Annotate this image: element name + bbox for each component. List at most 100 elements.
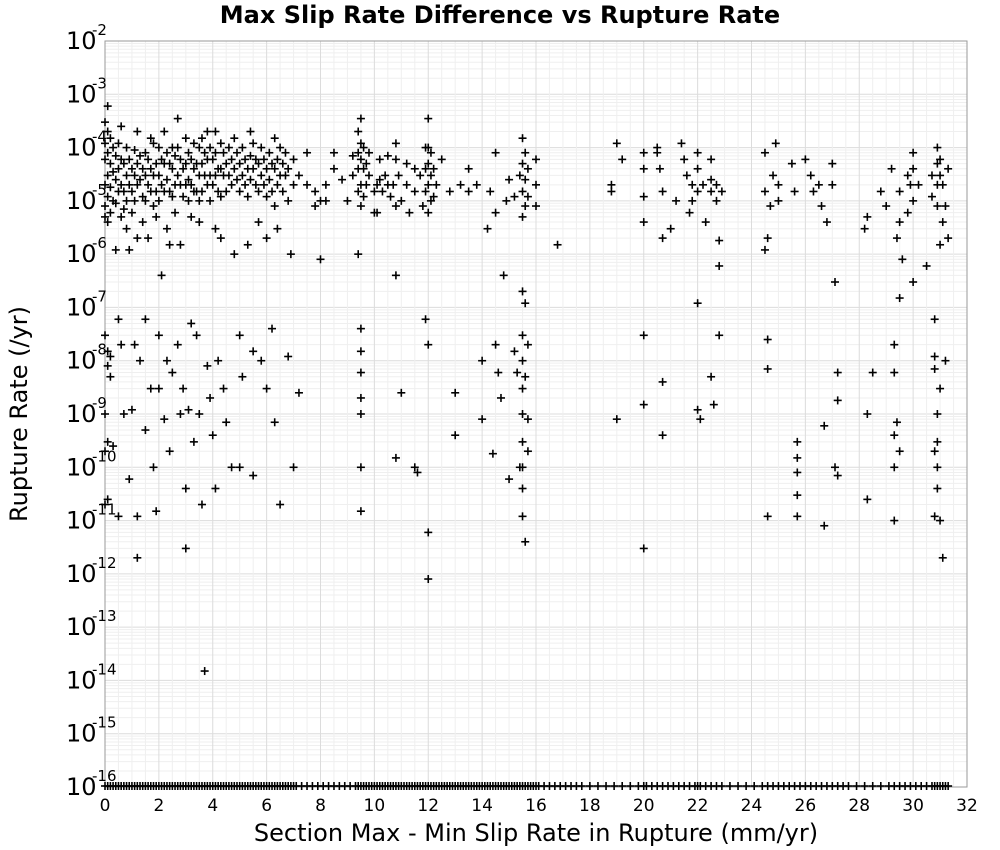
data-point [181, 484, 190, 493]
data-point [359, 143, 368, 152]
data-point [117, 155, 126, 164]
data-point [241, 155, 250, 164]
data-point [553, 240, 562, 249]
data-point [206, 393, 215, 402]
data-point [101, 331, 109, 340]
data-point [424, 528, 433, 537]
data-point [639, 544, 648, 553]
data-point [338, 175, 347, 184]
data-point [405, 208, 414, 217]
data-point [693, 187, 702, 196]
y-tick-label: 10 [66, 293, 97, 321]
data-point [892, 418, 901, 427]
data-point [168, 368, 177, 377]
data-point [424, 114, 433, 123]
data-point [478, 415, 487, 424]
data-point [200, 148, 209, 157]
data-point [820, 521, 829, 530]
data-point [793, 437, 802, 446]
data-point [909, 164, 918, 173]
data-point [356, 347, 365, 356]
data-point [914, 180, 923, 189]
data-point [876, 782, 885, 790]
data-point [658, 431, 667, 440]
data-point [122, 196, 131, 205]
data-point [936, 155, 945, 164]
data-point [793, 512, 802, 521]
data-point [119, 159, 128, 168]
data-point [130, 171, 139, 180]
data-point [717, 187, 726, 196]
data-point [715, 331, 724, 340]
data-point [222, 187, 231, 196]
data-point [793, 453, 802, 462]
data-point [364, 171, 373, 180]
data-point [184, 148, 193, 157]
data-point [424, 159, 433, 168]
data-point [165, 447, 174, 456]
data-point [238, 372, 247, 381]
data-point [254, 187, 263, 196]
data-point [187, 180, 196, 189]
data-point [235, 463, 244, 472]
data-point [106, 372, 115, 381]
x-axis-label: Section Max - Min Slip Rate in Rupture (… [254, 819, 818, 847]
data-point [184, 196, 193, 205]
data-point [868, 368, 877, 377]
y-tick-label: 10 [66, 720, 97, 748]
data-point [831, 278, 840, 287]
x-tick-label: 14 [471, 796, 493, 816]
data-point [793, 491, 802, 500]
data-point [930, 352, 939, 361]
data-point [138, 164, 147, 173]
data-point [610, 782, 619, 790]
data-point [356, 202, 365, 211]
y-tick-exponent: -8 [92, 341, 107, 359]
data-point [763, 335, 772, 344]
data-point [472, 180, 481, 189]
data-point [243, 192, 252, 201]
data-point [246, 127, 255, 136]
data-point [499, 271, 508, 280]
data-point [936, 384, 945, 393]
data-point [502, 196, 511, 205]
data-point [760, 187, 769, 196]
data-point [688, 196, 697, 205]
data-point [206, 196, 215, 205]
data-point [715, 236, 724, 245]
data-point [230, 250, 239, 259]
data-point [152, 507, 161, 516]
data-point [232, 148, 241, 157]
data-point [241, 180, 250, 189]
data-point [257, 171, 266, 180]
data-point [157, 180, 166, 189]
data-point [281, 171, 290, 180]
data-point [157, 271, 166, 280]
data-point [677, 139, 686, 148]
data-point [222, 159, 231, 168]
data-point [184, 175, 193, 184]
y-tick-exponent: -2 [92, 21, 107, 39]
data-point [211, 171, 220, 180]
y-tick-label: 10 [66, 560, 97, 588]
data-point [119, 410, 128, 418]
data-point [933, 463, 942, 472]
y-tick-exponent: -11 [92, 501, 117, 519]
data-point [639, 400, 648, 409]
data-point [693, 299, 702, 308]
y-tick-exponent: -6 [92, 234, 107, 252]
data-point [146, 164, 155, 173]
data-point [270, 418, 279, 427]
data-point [117, 212, 126, 221]
data-point [478, 356, 487, 365]
data-point [421, 164, 430, 173]
data-point [413, 468, 422, 477]
x-tick-label: 20 [633, 796, 655, 816]
data-point [265, 148, 274, 157]
data-point [130, 196, 139, 205]
data-point [354, 187, 363, 196]
data-point [750, 782, 759, 790]
data-point [122, 143, 131, 152]
data-point [289, 180, 298, 189]
data-point [259, 155, 268, 164]
